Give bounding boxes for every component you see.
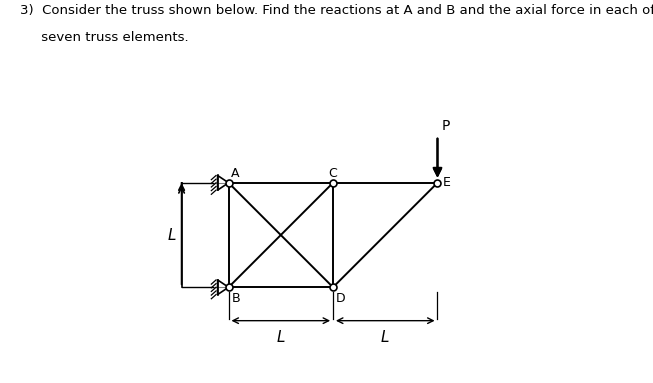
- Text: L: L: [277, 330, 285, 345]
- Text: A: A: [231, 167, 239, 180]
- Text: seven truss elements.: seven truss elements.: [20, 31, 188, 44]
- Text: D: D: [336, 292, 345, 305]
- Text: E: E: [443, 176, 451, 189]
- Text: L: L: [168, 228, 176, 242]
- Text: C: C: [328, 167, 338, 180]
- Text: P: P: [441, 119, 450, 133]
- Text: B: B: [232, 292, 240, 305]
- Text: L: L: [381, 330, 389, 345]
- Text: 3)  Consider the truss shown below. Find the reactions at A and B and the axial : 3) Consider the truss shown below. Find …: [20, 4, 653, 17]
